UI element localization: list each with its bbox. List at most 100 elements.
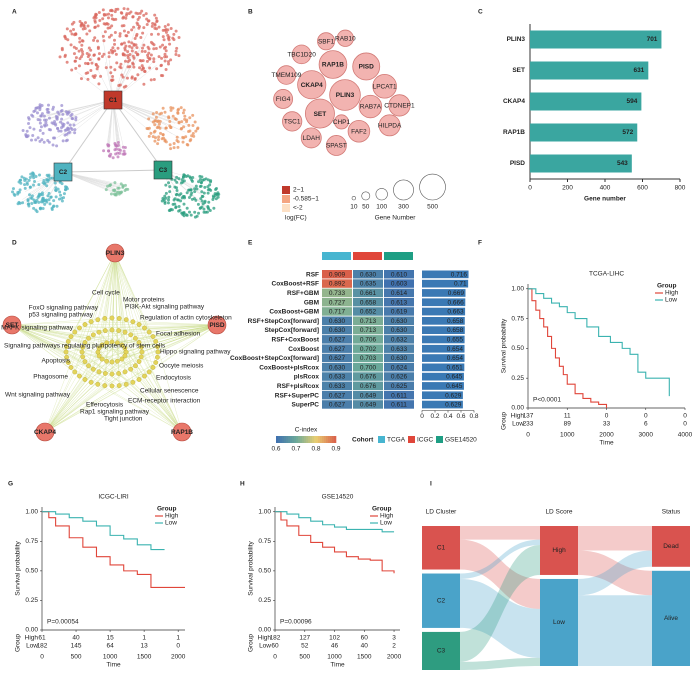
colorbar-step xyxy=(302,436,305,443)
legend-title: Group xyxy=(372,506,392,513)
heatmap-cell xyxy=(384,288,414,298)
network-node xyxy=(51,107,55,111)
bubble-label: FIG4 xyxy=(276,96,291,103)
network-node xyxy=(188,210,192,214)
network-node xyxy=(80,43,84,47)
network-node xyxy=(109,192,113,196)
cell-label: 0.703 xyxy=(360,355,377,362)
x-tick-label: 500 xyxy=(299,654,310,661)
network-node xyxy=(31,134,35,138)
x-tick-label: 1000 xyxy=(103,654,118,661)
colorbar-step xyxy=(322,436,325,443)
bubble-label: LPCAT1 xyxy=(373,83,397,90)
network-edge xyxy=(11,324,105,386)
network-node xyxy=(128,44,132,48)
network-node xyxy=(193,210,197,214)
hub-node xyxy=(172,422,192,442)
bar xyxy=(422,270,469,279)
x-tick-label: 0 xyxy=(526,432,530,439)
cell-label: 0.713 xyxy=(360,318,377,325)
network-node xyxy=(117,84,121,88)
network-node xyxy=(32,176,36,180)
network-node xyxy=(194,129,198,133)
bar-value-label: 701 xyxy=(647,36,658,43)
network-node xyxy=(112,38,116,42)
network-node xyxy=(79,23,83,27)
survival-curve xyxy=(275,511,395,533)
network-node xyxy=(40,193,44,197)
pathway-node xyxy=(68,365,74,370)
pathway-node xyxy=(155,344,160,350)
network-node xyxy=(117,190,121,194)
network-node xyxy=(183,117,187,121)
network-edge xyxy=(97,351,183,433)
at-risk-count: 137 xyxy=(523,413,534,420)
network-node xyxy=(137,25,141,29)
network-node xyxy=(202,178,206,182)
survival-curve xyxy=(275,511,395,574)
network-edge xyxy=(44,385,105,433)
network-node xyxy=(200,199,204,203)
network-node xyxy=(86,24,90,28)
network-node xyxy=(89,48,93,52)
heatmap-cell xyxy=(322,372,352,381)
network-node xyxy=(113,31,117,35)
cohort-strip xyxy=(322,252,351,260)
network-node xyxy=(84,71,88,75)
network-node xyxy=(104,66,108,70)
network-node xyxy=(157,25,161,29)
x-tick-label: 0.4 xyxy=(443,413,452,420)
bar xyxy=(422,326,465,334)
network-node xyxy=(126,50,130,54)
network-node xyxy=(178,208,182,212)
network-node xyxy=(167,181,171,185)
bubble-label: TSC1 xyxy=(284,119,301,126)
network-node xyxy=(161,35,165,39)
network-node xyxy=(164,191,168,195)
network-node xyxy=(26,202,30,206)
network-node xyxy=(114,17,118,21)
pathway-node xyxy=(142,373,147,379)
heatmap-cell xyxy=(384,372,414,381)
network-edge xyxy=(44,99,114,121)
network-node xyxy=(164,30,168,34)
network-node xyxy=(142,82,146,86)
heatmap-cell xyxy=(322,381,352,391)
pathway-label: Endocytosis xyxy=(156,375,192,382)
network-node xyxy=(164,49,168,53)
bar xyxy=(422,298,466,307)
size-legend-circle xyxy=(393,179,414,201)
bar xyxy=(530,61,649,80)
heatmap-cell xyxy=(353,270,383,279)
network-node xyxy=(153,26,157,30)
network-node xyxy=(16,202,20,206)
network-node xyxy=(87,46,91,50)
risk-table-title: Group xyxy=(501,412,508,430)
at-risk-count: 61 xyxy=(38,635,46,642)
bar-value-label: 0.629 xyxy=(445,392,462,399)
cell-label: 0.649 xyxy=(360,402,377,409)
network-edge xyxy=(105,324,218,374)
network-node xyxy=(187,130,191,134)
cell-label: 0.713 xyxy=(360,327,377,334)
hub-label: PISD xyxy=(209,322,224,329)
network-edge xyxy=(11,324,69,363)
y-tick-label: PISD xyxy=(510,160,525,167)
pathway-node xyxy=(138,344,144,350)
hub-label: RAP1B xyxy=(171,429,193,436)
network-node xyxy=(163,28,167,32)
sankey-node xyxy=(422,526,460,570)
network-node xyxy=(36,136,40,140)
network-node xyxy=(157,125,161,129)
pathway-node xyxy=(119,342,125,348)
heatmap-cell xyxy=(353,353,383,363)
network-node xyxy=(101,8,105,12)
pathway-node xyxy=(138,354,144,360)
network-node xyxy=(109,71,113,75)
heatmap-cell xyxy=(353,297,383,307)
colorbar-step xyxy=(334,436,337,443)
network-node xyxy=(51,136,55,140)
bar xyxy=(530,123,638,142)
network-node xyxy=(168,143,172,147)
network-node xyxy=(64,139,68,143)
